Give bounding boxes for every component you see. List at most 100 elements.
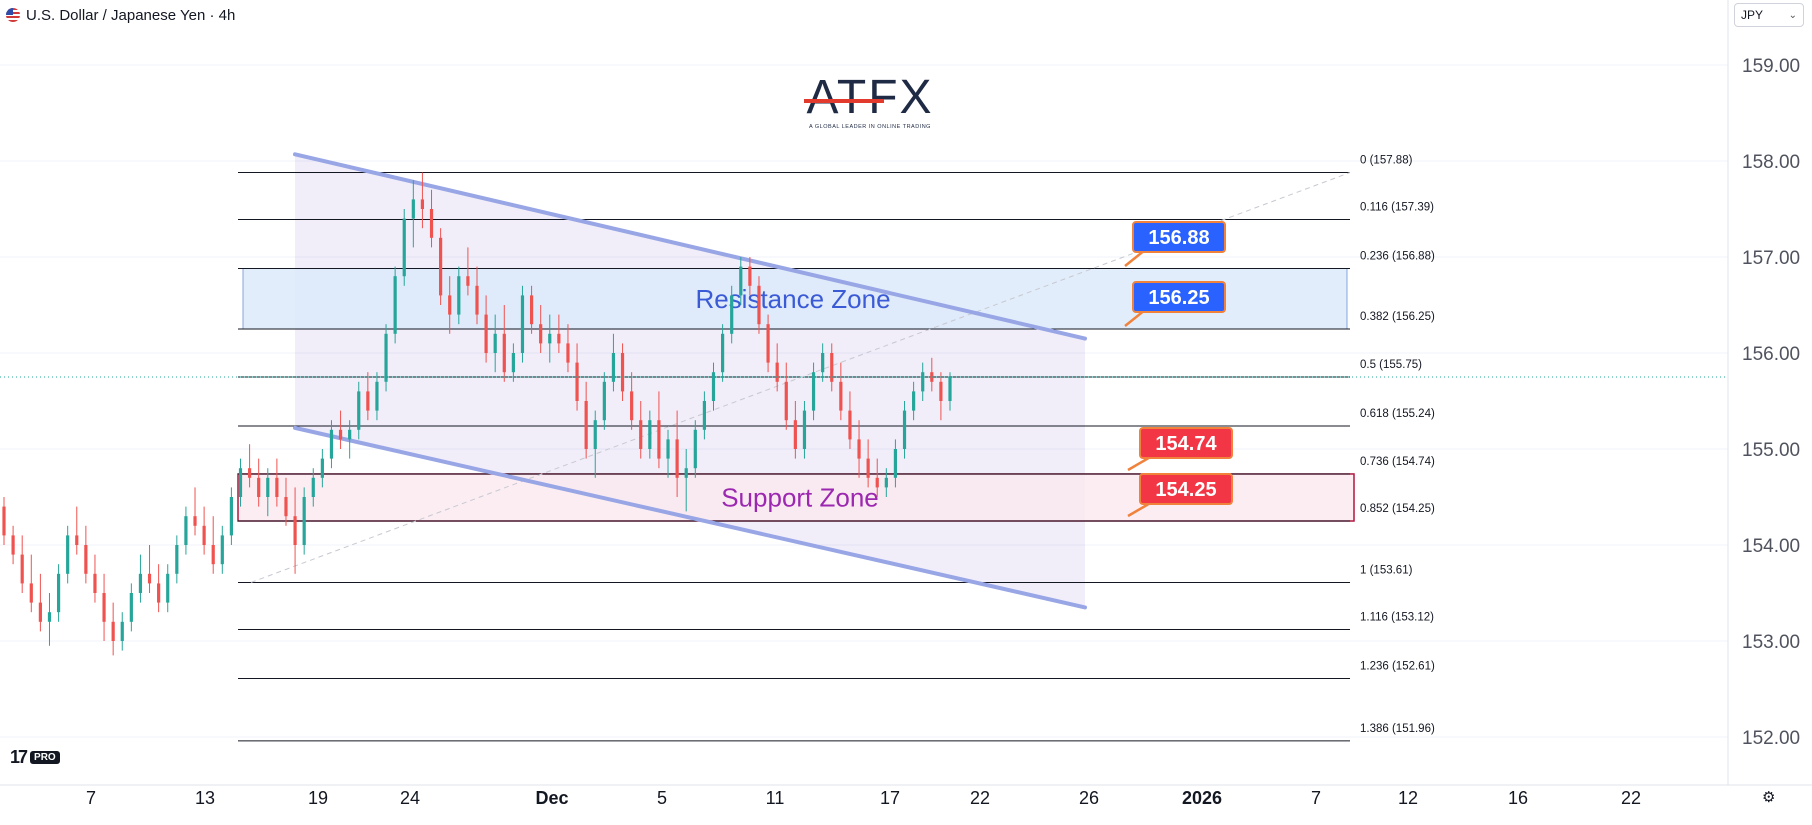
candle-body [147, 573, 152, 584]
candle-body [884, 477, 888, 488]
x-axis-tick: 12 [1398, 788, 1418, 808]
candle-body [320, 458, 324, 478]
candle-body [529, 295, 534, 325]
candle-body [593, 420, 597, 449]
candle-body [693, 429, 697, 469]
y-axis-tick: 158.00 [1742, 152, 1800, 173]
candle-body [766, 324, 770, 363]
candle-body [338, 429, 343, 440]
fib-label: 0.236 (156.88) [1360, 251, 1435, 263]
candle-body [229, 497, 234, 536]
fib-label: 0.736 (154.74) [1360, 456, 1435, 468]
tv-pro-badge: PRO [30, 751, 60, 764]
candle-body [702, 401, 707, 430]
candle-body [66, 535, 70, 574]
tradingview-logo[interactable]: 17 PRO [10, 747, 60, 768]
candle-body [293, 516, 297, 545]
candle-body [520, 295, 525, 353]
candle-body [75, 535, 79, 545]
candle-body [348, 429, 352, 440]
candle-body [830, 353, 834, 382]
x-axis-tick: 26 [1079, 788, 1099, 808]
y-axis-tick: 157.00 [1742, 248, 1800, 269]
candle-body [875, 477, 879, 488]
currency-select[interactable]: JPY ⌄ [1734, 3, 1804, 27]
candle-body [539, 324, 543, 344]
candle-body [11, 535, 15, 555]
price-callout-text: 156.25 [1148, 287, 1209, 309]
candle-body [893, 449, 898, 478]
candle-body [584, 401, 588, 449]
candle-body [429, 209, 434, 238]
candle-body [247, 468, 252, 478]
logo-tagline: A GLOBAL LEADER IN ONLINE TRADING [809, 124, 931, 130]
settings-gear-icon[interactable]: ⚙ [1762, 789, 1776, 806]
fib-trend-line [250, 172, 1351, 583]
candle-body [120, 621, 124, 641]
candle-body [511, 353, 515, 373]
candle-body [611, 353, 616, 382]
candle-body [129, 593, 133, 622]
candle-body [902, 410, 907, 449]
candle-body [184, 516, 188, 545]
y-axis-tick: 153.00 [1742, 632, 1800, 653]
fib-label: 1 (153.61) [1360, 564, 1413, 576]
candle-body [711, 372, 716, 401]
candle-body [47, 612, 52, 622]
channel-area [295, 154, 1085, 608]
candle-body [684, 468, 688, 478]
price-callout-box [1139, 427, 1233, 459]
candle-body [275, 477, 279, 497]
fib-label: 1.236 (152.61) [1360, 660, 1435, 672]
candle-body [557, 333, 561, 344]
candle-body [657, 420, 661, 459]
candle-body [921, 372, 925, 392]
channel-lower-line [293, 425, 1087, 610]
x-axis-tick: 7 [86, 788, 96, 808]
x-axis-tick: 7 [1311, 788, 1321, 808]
x-axis-tick: 19 [308, 788, 328, 808]
x-axis-tick: Dec [535, 788, 568, 808]
candle-body [484, 314, 488, 353]
candle-body [138, 573, 143, 593]
candle-body [475, 285, 479, 315]
candle-body [166, 573, 170, 603]
candle-body [811, 372, 816, 411]
us-flag-icon [6, 8, 20, 22]
candle-body [284, 497, 288, 517]
support-zone [237, 473, 1355, 522]
candle-body [848, 410, 852, 440]
price-callout-box [1139, 473, 1233, 505]
candle-body [266, 477, 270, 497]
candle-body [784, 381, 788, 421]
candle-body [402, 218, 406, 277]
fib-label: 1.116 (153.12) [1360, 611, 1434, 623]
candle-body [220, 535, 224, 565]
atfx-logo: ATFX A GLOBAL LEADER IN ONLINE TRADING [800, 74, 940, 130]
candle-body [20, 554, 24, 584]
candle-body [575, 362, 579, 401]
candle-body [375, 381, 379, 411]
price-callout-text: 154.74 [1155, 433, 1217, 455]
candle-body [238, 468, 243, 497]
candle-body [639, 420, 643, 449]
candle-body [548, 333, 552, 344]
x-axis-tick: 5 [657, 788, 667, 808]
price-callout-box [1132, 281, 1226, 313]
candle-body [56, 573, 61, 613]
price-callout-text: 156.88 [1148, 227, 1209, 249]
candle-body [802, 410, 807, 449]
symbol-title[interactable]: U.S. Dollar / Japanese Yen · 4h [26, 6, 236, 24]
fib-label: 0.116 (157.39) [1360, 202, 1434, 214]
candle-body [648, 420, 652, 449]
x-axis-tick: 17 [880, 788, 900, 808]
candle-body [930, 372, 934, 382]
price-callout-pointer [1127, 454, 1153, 472]
candle-body [739, 266, 743, 296]
candle-body [502, 333, 506, 373]
candle-body [93, 573, 97, 593]
candle-body [311, 477, 315, 497]
x-axis-tick: 13 [195, 788, 215, 808]
candle-body [912, 391, 916, 411]
chevron-down-icon: ⌄ [1788, 9, 1797, 21]
